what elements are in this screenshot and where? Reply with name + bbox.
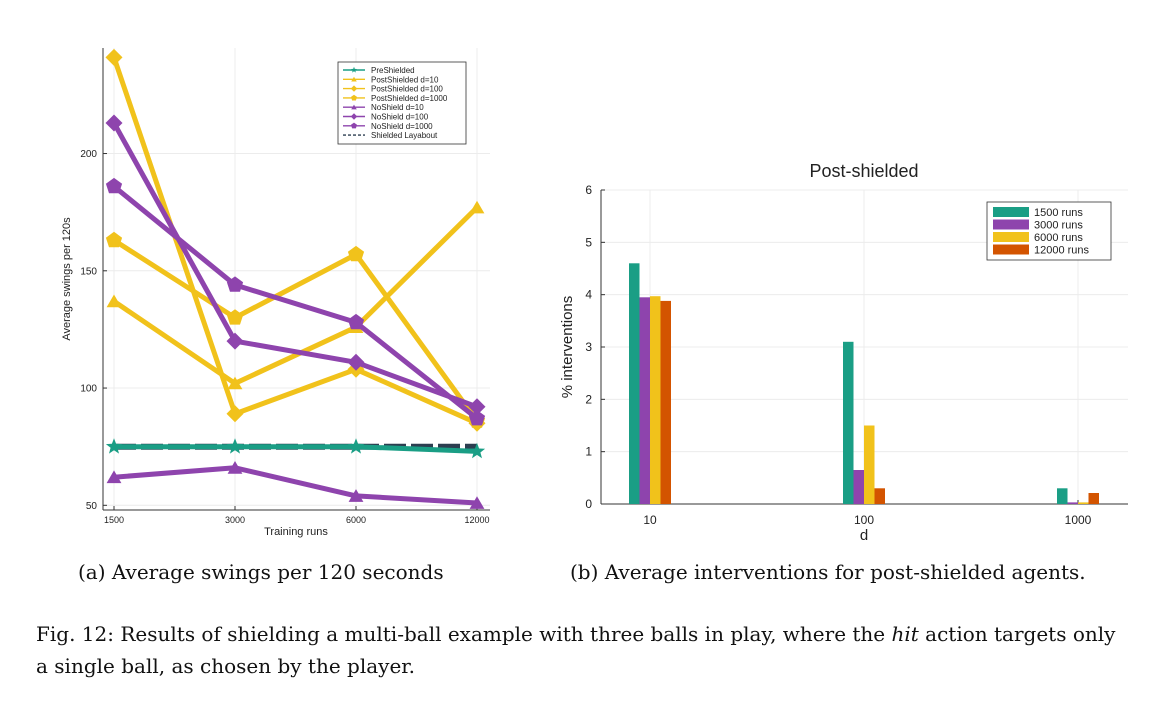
- data-point: [105, 438, 123, 454]
- x-tick-label: 3000: [225, 515, 245, 525]
- bar: [629, 263, 640, 504]
- legend-swatch: [993, 207, 1029, 217]
- x-tick-label: 1500: [104, 515, 124, 525]
- legend-label: 1500 runs: [1034, 207, 1083, 219]
- legend-label: PostShielded d=1000: [371, 94, 448, 103]
- y-tick-label: 3: [585, 340, 592, 354]
- bar: [853, 470, 864, 504]
- bar-chart-post-shielded: Post-shielded 0 1 2 3 4 5 6 10 100 1000 d % interven…: [559, 161, 1128, 544]
- bar: [1067, 502, 1078, 504]
- data-point: [468, 442, 486, 459]
- y-tick-label: 6: [585, 183, 592, 197]
- series-line: [114, 444, 478, 454]
- data-point: [347, 438, 365, 454]
- y-axis-label: % interventions: [559, 296, 576, 399]
- legend-marker: [351, 66, 357, 73]
- bar: [650, 296, 661, 504]
- y-tick-label: 100: [80, 384, 97, 395]
- y-tick-label: 2: [585, 392, 592, 406]
- data-point: [106, 294, 122, 308]
- legend-label: 3000 runs: [1034, 220, 1083, 232]
- data-point: [226, 332, 244, 350]
- caption-prefix: Fig. 12:: [36, 622, 114, 646]
- data-point: [105, 114, 123, 132]
- chart-title: Post-shielded: [809, 161, 918, 181]
- y-tick-label: 4: [585, 288, 592, 302]
- data-point: [348, 489, 364, 502]
- legend-marker: [350, 113, 358, 120]
- y-tick-label: 150: [80, 266, 97, 277]
- data-point: [347, 313, 365, 330]
- legend-swatch: [993, 244, 1029, 255]
- legend-label: PreShielded: [371, 66, 415, 75]
- data-point: [227, 376, 243, 390]
- data-point: [105, 231, 123, 248]
- bar: [864, 425, 875, 504]
- bar: [1078, 502, 1089, 504]
- legend-label: PostShielded d=10: [371, 75, 439, 84]
- bar: [639, 297, 650, 504]
- data-point: [226, 309, 244, 325]
- panel-b-caption: (b) Average interventions for post-shiel…: [570, 560, 1086, 584]
- x-tick-label: 1000: [1065, 513, 1092, 527]
- series-line: [113, 465, 478, 506]
- panel-a-caption: (a) Average swings per 120 seconds: [78, 560, 444, 584]
- legend-label: Shielded Layabout: [371, 131, 438, 140]
- legend-box: [337, 61, 467, 145]
- legend-marker: [351, 122, 357, 129]
- data-point: [469, 200, 485, 214]
- legend-marker: [350, 85, 358, 92]
- caption-after: action targets only a single ball, as ch…: [36, 622, 1116, 678]
- data-point: [226, 438, 244, 454]
- data-point: [226, 276, 244, 292]
- x-axis-label: Training runs: [264, 526, 328, 538]
- x-tick-label: 12000: [464, 515, 489, 525]
- legend-marker: [351, 76, 357, 82]
- bar: [1057, 488, 1068, 504]
- legend-swatch: [993, 219, 1029, 230]
- data-point: [347, 353, 365, 371]
- legend-swatch: [993, 232, 1029, 242]
- data-point: [468, 398, 486, 416]
- figure-caption: Fig. 12: Results of shielding a multi-ba…: [36, 618, 1116, 682]
- series-line: [112, 205, 479, 386]
- y-tick-label: 200: [80, 149, 97, 160]
- series-line: [111, 121, 478, 410]
- x-tick-label: 6000: [346, 515, 366, 525]
- legend-label: PostShielded d=100: [371, 85, 443, 94]
- x-tick-label: 10: [643, 513, 657, 527]
- legend-label: 6000 runs: [1034, 232, 1083, 244]
- data-point: [106, 470, 122, 484]
- legend-marker: [351, 104, 357, 110]
- legend-label: NoShield d=100: [371, 113, 429, 122]
- data-point: [469, 496, 485, 509]
- bar: [660, 300, 671, 504]
- data-point: [226, 405, 244, 423]
- x-tick-label: 100: [854, 513, 874, 527]
- legend-marker: [351, 94, 357, 101]
- legend-label: 12000 runs: [1034, 245, 1090, 257]
- y-tick-label: 5: [585, 235, 592, 249]
- data-point: [468, 410, 486, 426]
- y-tick-label: 0: [585, 497, 592, 511]
- legend-label: NoShield d=1000: [371, 122, 433, 131]
- bar: [1088, 493, 1099, 504]
- bar: [843, 341, 854, 504]
- x-axis-label: d: [860, 527, 868, 544]
- series-line: [112, 238, 480, 423]
- series-line: [112, 184, 479, 421]
- caption-italic: hit: [891, 622, 919, 646]
- legend-label: NoShield d=10: [371, 103, 424, 112]
- line-chart-average-swings: 50 100 150 200 1500 3000 6000 12000 Training run…: [61, 48, 490, 538]
- data-point: [105, 48, 123, 66]
- data-point: [105, 177, 123, 194]
- bar: [874, 488, 885, 504]
- data-point: [227, 461, 243, 474]
- y-axis-label: Average swings per 120s: [61, 217, 73, 341]
- caption-before: Results of shielding a multi-ball exampl…: [113, 622, 892, 646]
- data-point: [347, 245, 365, 262]
- y-tick-label: 1: [585, 445, 592, 459]
- y-tick-label: 50: [86, 501, 98, 512]
